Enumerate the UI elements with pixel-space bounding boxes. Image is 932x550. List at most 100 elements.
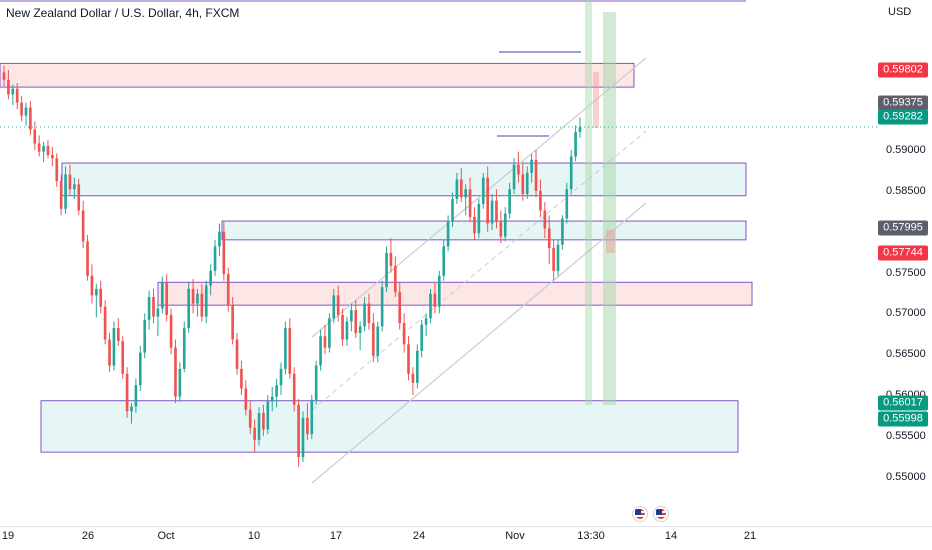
candle-body [578,127,582,133]
price-badge: 0.57744 [878,245,928,261]
candle [165,274,169,322]
candle-body [499,221,503,237]
candle-body [103,306,107,340]
candle-body [451,199,454,222]
candle [213,239,217,276]
candle-body [95,288,98,296]
candle [468,177,472,222]
candle-body [174,347,177,397]
candle-body [433,293,437,307]
candle [376,321,380,363]
candle-body [323,336,327,348]
candle [534,150,538,198]
candle-body [209,270,212,286]
candle [81,200,85,248]
candle [112,321,116,371]
candle [7,69,10,100]
candle [336,285,340,322]
candle [143,313,147,359]
candle [499,210,503,244]
candle-body [565,189,569,219]
candle-body [117,328,120,342]
candle-body [292,373,296,405]
candle [486,166,489,232]
candle [156,303,160,337]
candle [314,360,318,405]
candle [108,332,111,373]
candle [253,419,256,453]
candle-body [284,328,287,369]
channel-mid-line [311,130,647,411]
candle-body [411,373,415,383]
candle-body [11,88,15,95]
candle [279,362,283,395]
candle-body [147,297,151,320]
candle [218,223,221,257]
demand-zone [40,400,739,453]
candle-body [130,406,133,412]
candle [196,288,199,317]
candle [204,280,208,324]
candle-body [503,213,507,237]
candle-body [385,252,388,288]
candle-body [240,368,243,389]
us-flag-event-icon[interactable] [632,506,648,522]
candle-body [521,174,525,195]
price-badge: 0.57995 [878,220,928,236]
candle-body [525,172,529,195]
us-flag-event-icon[interactable] [653,506,669,522]
candle [200,283,204,322]
candle-body [68,174,72,190]
candle [539,179,542,217]
candle [490,194,494,231]
candle-body [486,177,489,224]
currency-label[interactable]: USD [888,6,912,18]
candle [90,264,94,304]
candle-body [178,368,182,397]
candle [266,395,270,435]
candle-body [402,323,406,345]
candle-body [248,409,252,428]
candle-body [90,275,94,296]
candle [33,121,37,150]
candle-body [204,285,208,317]
candles-layer [2,65,582,467]
candle [512,158,516,195]
candle [59,174,63,216]
time-tick-label: 19 [1,530,15,542]
candle-body [86,241,89,276]
candle [275,378,278,408]
candle [429,288,432,324]
candle [284,321,287,375]
candle-body [468,189,472,217]
candle-body [350,310,353,322]
candle [191,279,195,314]
price-tick-label: 0.58500 [886,184,926,197]
candle [117,318,120,346]
price-badge: 0.59282 [878,109,928,125]
candle [415,344,419,389]
candle-body [464,189,467,198]
candle-body [112,328,116,366]
candle [301,411,305,462]
channel-layer [311,57,647,484]
candle-body [481,177,485,204]
candle [29,101,32,136]
candle-body [341,314,344,340]
candle-body [15,88,19,103]
candle-body [459,179,463,198]
candle-body [336,295,340,315]
candle [178,362,182,402]
candle-body [398,292,402,324]
candle [235,332,239,375]
candle [574,125,577,162]
candle-body [574,132,577,157]
candle-body [77,184,81,211]
time-tick-label: 17 [329,530,343,542]
candle-body [262,412,265,430]
candle-body [156,308,160,317]
candle-body [446,221,450,247]
candle-body [314,365,318,400]
